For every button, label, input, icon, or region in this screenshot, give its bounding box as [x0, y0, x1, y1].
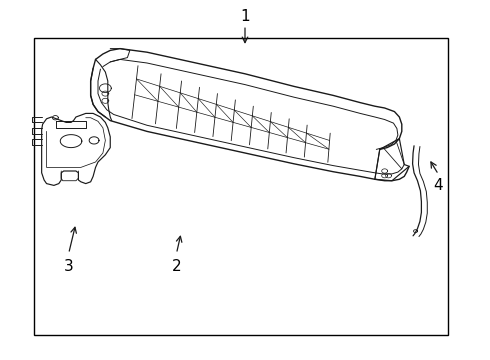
Text: 4: 4: [434, 178, 443, 193]
Bar: [34, 38, 448, 335]
Text: 3: 3: [64, 259, 74, 274]
Text: 1: 1: [240, 9, 250, 24]
Text: 2: 2: [172, 259, 181, 274]
